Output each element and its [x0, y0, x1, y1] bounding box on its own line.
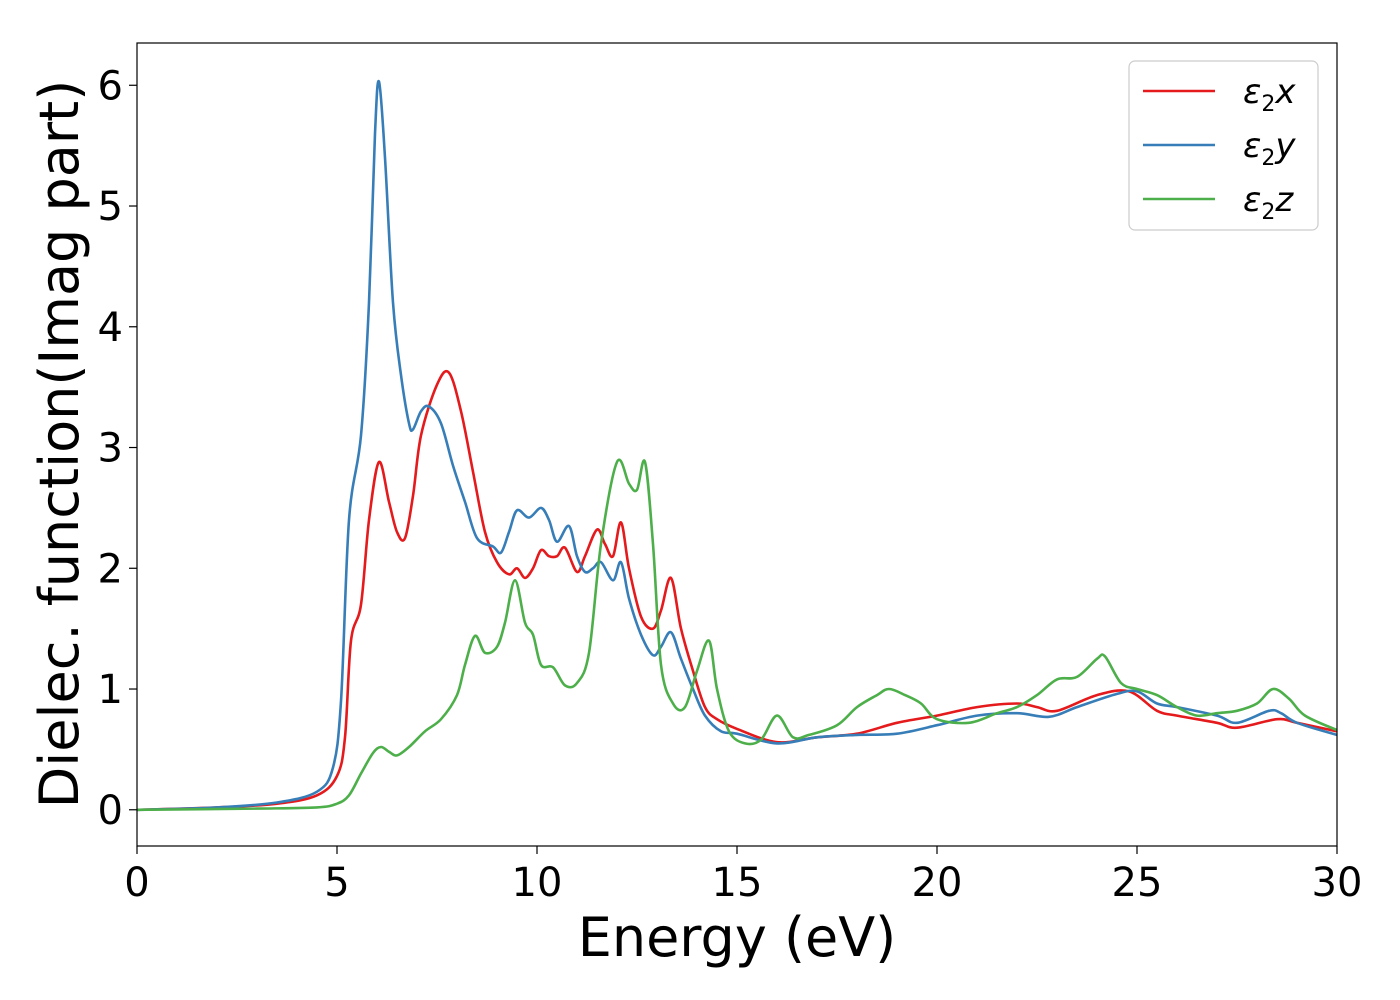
legend: ε2x ε2y ε2z — [1128, 60, 1319, 231]
y-axis-label: Dielec. function(Imag part) — [28, 80, 91, 809]
series-line-x — [136, 369, 1338, 812]
y-tick-label: 5 — [98, 184, 123, 230]
x-tick-label: 10 — [512, 860, 563, 906]
x-tick-label: 25 — [1112, 860, 1163, 906]
legend-entry-x: ε2x — [1243, 72, 1296, 117]
legend-entry-z: ε2z — [1243, 180, 1294, 225]
x-tick-label: 30 — [1312, 860, 1363, 906]
x-tick-label: 15 — [712, 860, 763, 906]
y-tick-label: 4 — [98, 305, 123, 351]
series-line-y — [136, 79, 1338, 812]
x-tick-label: 5 — [324, 860, 349, 906]
y-tick-label: 1 — [98, 667, 123, 713]
y-tick-label: 3 — [98, 426, 123, 472]
y-axis-ticks: 0 1 2 3 4 5 6 — [98, 63, 137, 834]
series-line-z — [136, 458, 1338, 812]
legend-entry-y: ε2y — [1243, 126, 1296, 171]
x-tick-label: 20 — [912, 860, 963, 906]
y-tick-label: 0 — [98, 788, 123, 834]
y-tick-label: 6 — [98, 63, 123, 109]
x-axis-ticks: 0 5 10 15 20 25 30 — [124, 846, 1362, 906]
x-tick-label: 0 — [124, 860, 149, 906]
x-axis-label: Energy (eV) — [578, 906, 897, 969]
series-layer — [136, 79, 1338, 812]
legend-box — [1128, 60, 1319, 231]
y-tick-label: 2 — [98, 546, 123, 592]
